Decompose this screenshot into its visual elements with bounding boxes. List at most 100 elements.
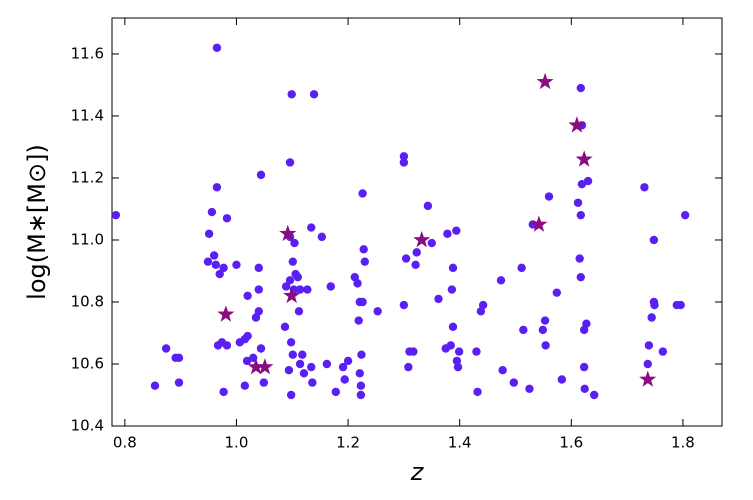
point	[174, 353, 184, 362]
point	[343, 356, 353, 366]
point	[287, 90, 296, 99]
point	[357, 350, 366, 359]
point	[307, 362, 316, 372]
point	[472, 347, 481, 356]
point	[240, 381, 250, 390]
point	[286, 390, 296, 400]
point	[647, 313, 656, 322]
point	[447, 285, 457, 294]
point	[452, 226, 461, 235]
point	[401, 254, 411, 263]
point	[404, 362, 413, 372]
point	[259, 378, 269, 387]
point	[423, 201, 433, 211]
point	[212, 43, 222, 52]
star-point	[279, 224, 297, 242]
point	[353, 279, 362, 288]
point	[399, 300, 409, 310]
point	[355, 369, 364, 378]
point	[309, 90, 319, 99]
point	[452, 356, 462, 366]
y-tick-label: 11.4	[71, 106, 104, 124]
y-tick-label: 10.4	[71, 417, 104, 435]
point	[203, 257, 213, 266]
point	[298, 350, 307, 359]
point	[541, 341, 550, 350]
point	[412, 248, 421, 257]
point	[174, 378, 184, 387]
point	[308, 378, 317, 387]
point	[288, 257, 298, 266]
y-tick-label: 11.6	[71, 44, 104, 62]
point	[575, 254, 584, 263]
point	[582, 319, 591, 328]
star-point	[256, 358, 274, 375]
point	[519, 325, 528, 335]
point	[411, 260, 420, 269]
point	[579, 362, 589, 372]
star-point	[247, 358, 265, 375]
point	[254, 285, 263, 294]
point	[454, 347, 464, 356]
point	[644, 341, 654, 350]
point	[256, 170, 266, 180]
point	[219, 263, 228, 273]
point	[576, 83, 586, 93]
point	[356, 390, 366, 400]
x-tick-label: 0.8	[113, 434, 137, 452]
point	[307, 223, 316, 232]
point	[557, 375, 567, 384]
x-tick-label: 1.2	[336, 434, 360, 452]
point	[573, 198, 583, 207]
point	[399, 152, 409, 161]
point	[285, 158, 295, 167]
point	[215, 269, 224, 279]
point	[409, 347, 418, 356]
point	[649, 235, 659, 245]
star-point	[568, 116, 586, 133]
point	[448, 322, 458, 331]
star-point	[530, 215, 548, 232]
point	[540, 316, 550, 325]
y-tick-label: 10.8	[71, 292, 104, 310]
point	[473, 387, 482, 397]
point	[286, 338, 296, 347]
point	[322, 359, 332, 369]
y-axis-label: log(M∗[M⊙])	[23, 144, 51, 300]
point	[243, 331, 252, 341]
x-tick-label: 1.6	[559, 434, 583, 452]
point	[576, 272, 586, 282]
point	[373, 307, 382, 316]
y-tick-label: 10.6	[71, 354, 104, 372]
point	[356, 381, 366, 390]
point	[254, 263, 263, 273]
point	[509, 378, 519, 387]
point	[580, 384, 589, 393]
y-tick-label: 11.0	[71, 230, 104, 248]
star-point	[536, 72, 554, 90]
point	[222, 214, 232, 223]
point	[443, 229, 452, 238]
point	[248, 353, 258, 362]
point	[640, 183, 649, 192]
x-tick-label: 1.8	[671, 434, 695, 452]
point	[583, 176, 593, 186]
point	[256, 344, 266, 353]
point	[290, 238, 299, 248]
point	[317, 232, 327, 242]
point	[326, 282, 335, 291]
point	[294, 307, 304, 316]
point	[650, 300, 659, 310]
x-tick-label: 1.4	[448, 434, 472, 452]
point	[285, 276, 295, 285]
point	[589, 390, 599, 400]
point	[427, 238, 436, 248]
point	[448, 263, 458, 273]
point	[359, 245, 368, 254]
point	[446, 341, 455, 350]
star-point	[575, 150, 593, 167]
point	[338, 362, 348, 372]
point	[544, 192, 554, 201]
point	[331, 387, 340, 397]
